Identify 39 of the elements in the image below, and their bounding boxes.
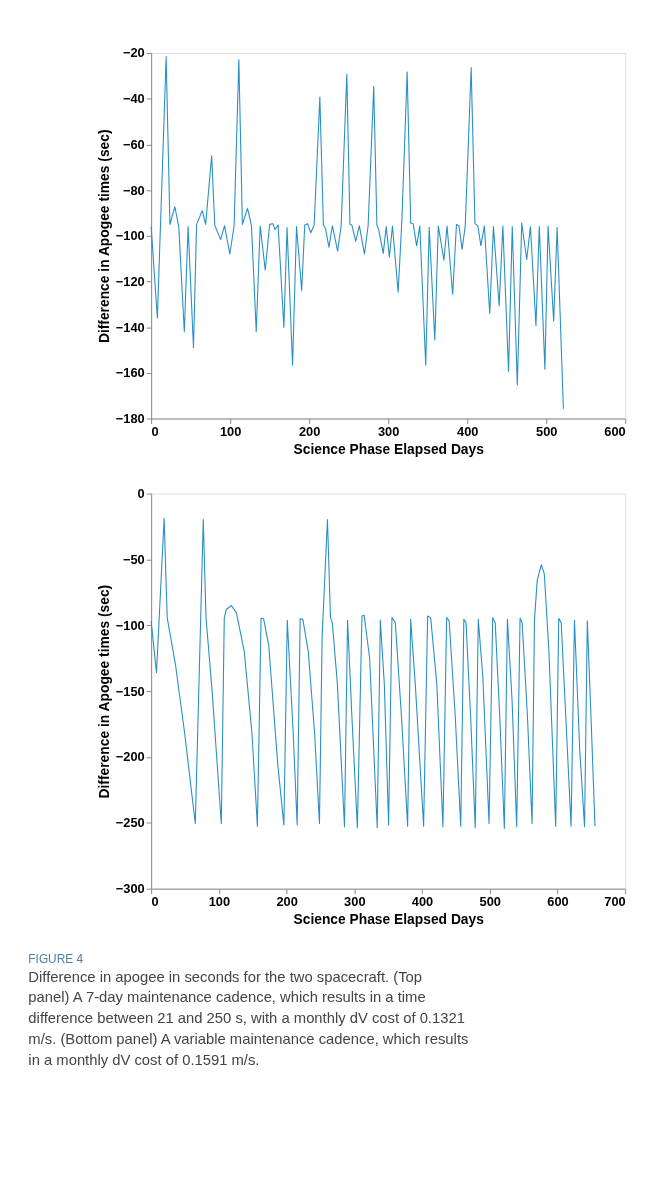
text: Difference in apogee in seconds for the two spacecraft. (Top panel) A 7-day maintenance cadence, which results in a time difference between 21 and 250 s, with a monthly dV cost of 0.1321 m/s. (Bottom panel) A variable maintenance cadence, which results in a monthly dV cost of 0.1591 m/s. <box>28 968 469 1068</box>
y-tick-label: −20 <box>122 45 145 61</box>
y-tick-label: −250 <box>115 815 145 831</box>
y-axis-title: Difference in Apogee times (sec) <box>95 129 112 344</box>
x-tick-label: 300 <box>344 893 366 909</box>
y-tick-label: −60 <box>122 136 145 152</box>
y-tick-label: −50 <box>122 551 145 567</box>
y-tick-label: −120 <box>115 273 145 289</box>
y-tick-label: −300 <box>115 881 145 897</box>
x-tick-label: 100 <box>208 893 231 909</box>
x-tick-label: 100 <box>219 423 242 439</box>
y-tick-label: −200 <box>115 749 145 765</box>
y-tick-label: −180 <box>115 410 145 426</box>
x-tick-label: 500 <box>536 423 558 439</box>
x-axis-title: Science Phase Elapsed Days <box>293 910 485 927</box>
caption: FIGURE 4 <box>28 951 84 966</box>
x-tick-label: 0 <box>151 893 159 909</box>
x-axis-title: Science Phase Elapsed Days <box>293 440 485 457</box>
x-tick-label: 300 <box>377 423 400 439</box>
x-tick-label: 400 <box>457 423 479 439</box>
y-tick-label: −160 <box>115 365 145 381</box>
x-tick-label: 200 <box>298 423 321 439</box>
y-tick-label: −100 <box>115 228 145 244</box>
y-tick-label: −80 <box>122 182 145 198</box>
x-tick-label: 400 <box>411 893 434 909</box>
y-axis-title: Difference in Apogee times (sec) <box>95 584 112 799</box>
x-tick-label: 500 <box>479 893 501 909</box>
x-tick-label: 200 <box>276 893 298 909</box>
x-tick-label: 600 <box>547 893 569 909</box>
y-tick-label: −140 <box>115 319 145 335</box>
x-tick-label: 700 <box>604 893 626 909</box>
y-tick-label: −40 <box>122 91 145 107</box>
y-tick-label: −150 <box>115 683 145 699</box>
x-tick-label: 0 <box>151 423 159 439</box>
line-series <box>150 517 596 829</box>
y-tick-label: −100 <box>115 617 145 633</box>
y-tick-label: 0 <box>137 486 145 502</box>
x-tick-label: 600 <box>604 423 626 439</box>
line-series <box>150 56 564 410</box>
